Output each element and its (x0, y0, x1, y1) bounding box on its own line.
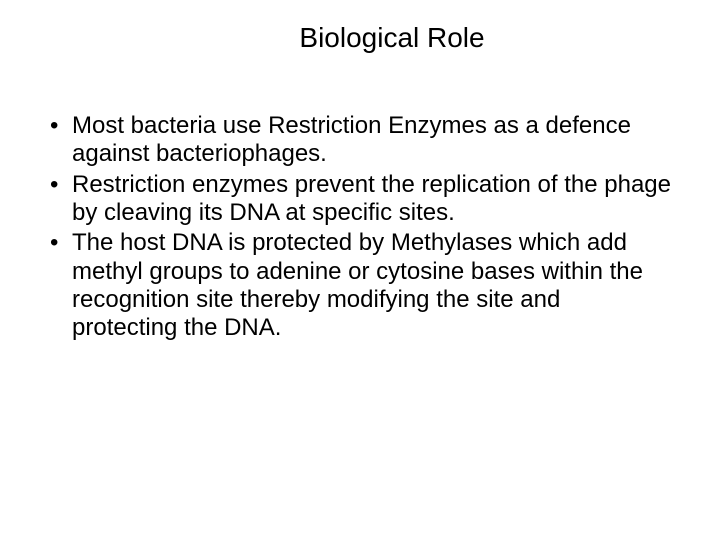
list-item: The host DNA is protected by Methylases … (48, 229, 672, 342)
list-item: Most bacteria use Restriction Enzymes as… (48, 112, 672, 169)
bullet-list: Most bacteria use Restriction Enzymes as… (48, 112, 672, 343)
list-item: Restriction enzymes prevent the replicat… (48, 171, 672, 228)
slide-title: Biological Role (112, 22, 672, 54)
slide: Biological Role Most bacteria use Restri… (0, 0, 720, 540)
